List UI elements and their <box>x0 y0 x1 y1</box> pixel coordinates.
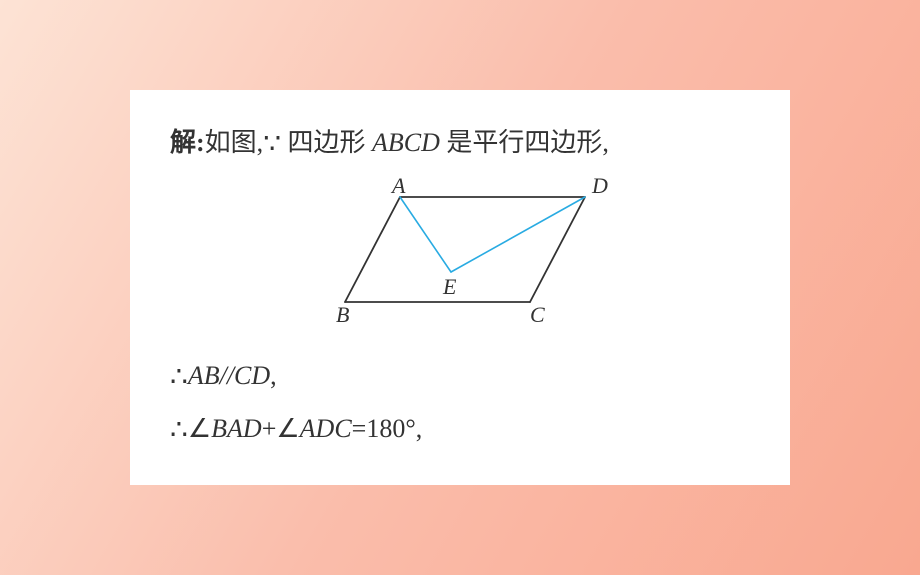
svg-text:A: A <box>390 177 406 198</box>
therefore-1: ∴ <box>170 362 188 393</box>
svg-text:D: D <box>591 177 608 198</box>
svg-text:C: C <box>530 302 545 327</box>
parallelogram-diagram: A D B C E <box>280 177 640 327</box>
comma2: , <box>416 414 423 443</box>
line-2: ∴AB//CD, <box>170 351 750 404</box>
cd: CD <box>234 361 270 390</box>
ab: AB <box>188 361 220 390</box>
line1-c: 是平行四边形, <box>440 128 609 157</box>
bad: BAD <box>211 414 262 443</box>
adc: ADC <box>300 414 352 443</box>
eq: = <box>352 414 367 443</box>
line1-b: 四边形 <box>281 128 372 157</box>
because-symbol: ∵ <box>263 129 281 160</box>
angle-2: ∠ <box>276 414 299 443</box>
svg-text:B: B <box>336 302 349 327</box>
deg: 180° <box>366 414 415 443</box>
plus: + <box>262 414 277 443</box>
therefore-2: ∴ <box>170 415 188 446</box>
line-1: 解:如图,∵ 四边形 ABCD 是平行四边形, <box>170 118 750 171</box>
parallel-symbol: // <box>220 361 234 390</box>
prefix-jie: 解: <box>170 128 205 157</box>
content-card: 解:如图,∵ 四边形 ABCD 是平行四边形, ADBCE ∴AB//CD, ∴… <box>130 90 790 486</box>
angle-1: ∠ <box>188 414 211 443</box>
svg-text:E: E <box>442 274 457 299</box>
diagram-container: A D B C E <box>170 177 750 343</box>
line-3: ∴∠BAD+∠ADC=180°, <box>170 404 750 457</box>
abcd: ABCD <box>372 128 440 157</box>
comma1: , <box>270 361 277 390</box>
line1-a: 如图, <box>205 128 264 157</box>
